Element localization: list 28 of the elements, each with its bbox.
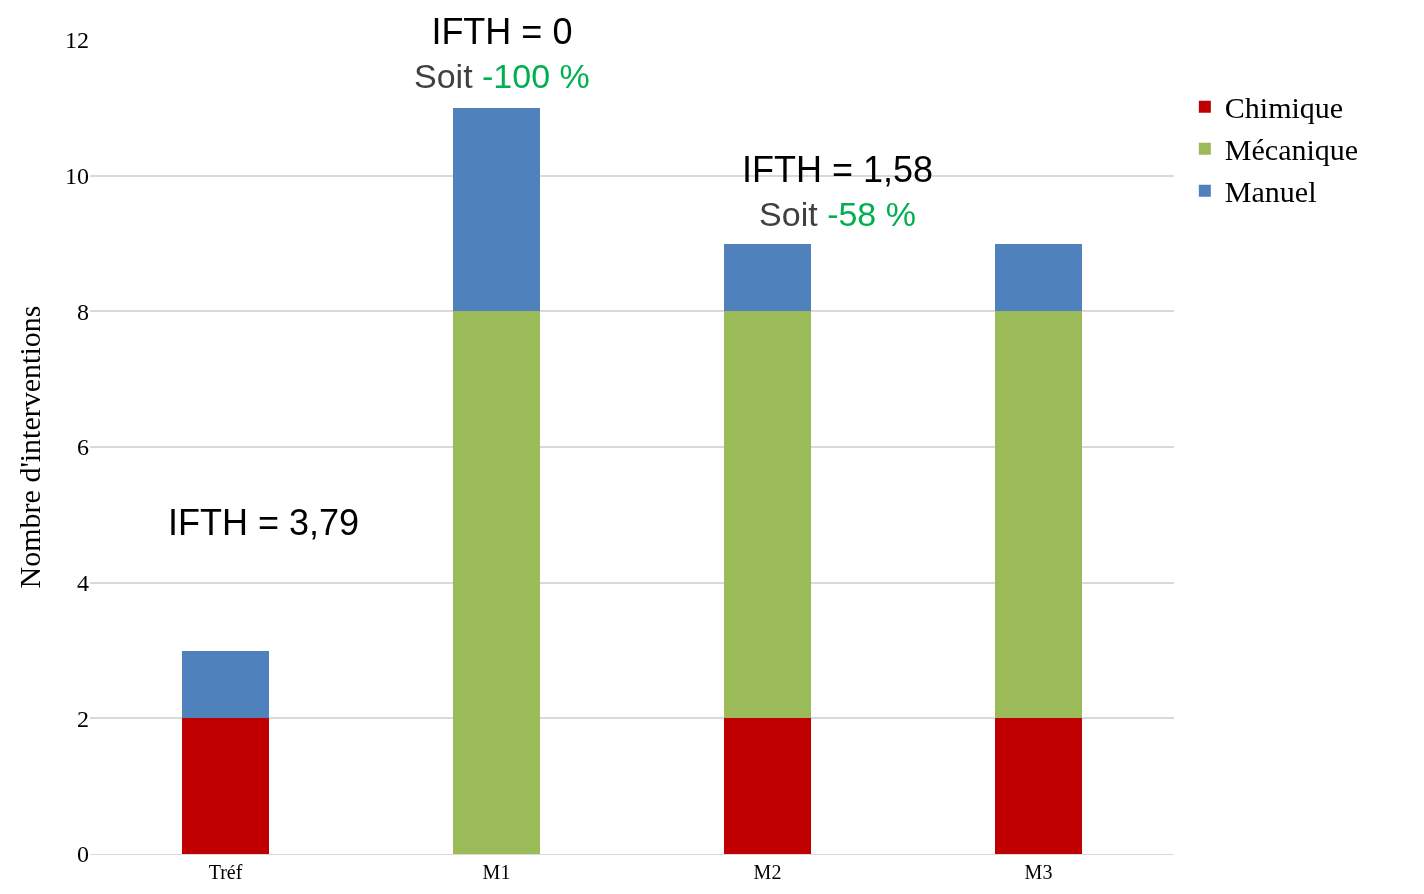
annotation: IFTH = 3,79	[168, 502, 360, 543]
legend-label: Mécanique	[1224, 133, 1359, 167]
legend-label: Manuel	[1224, 175, 1317, 209]
y-axis-title: Nombre d'interventions	[13, 305, 46, 589]
bar	[182, 718, 269, 854]
legend-label: Chimique	[1224, 91, 1344, 125]
bar	[453, 107, 540, 312]
bar	[995, 243, 1082, 312]
x-tick-label: M2	[753, 861, 782, 883]
y-tick-label: 4	[77, 570, 89, 597]
bar	[724, 718, 811, 854]
bar	[724, 243, 811, 312]
y-tick-label: 0	[77, 841, 89, 868]
x-tick-label: Tréf	[208, 861, 243, 883]
bar	[724, 311, 811, 719]
annotation: IFTH = 0 Soit -100 %	[414, 11, 590, 96]
y-tick-label: 10	[65, 163, 89, 190]
bar	[995, 718, 1082, 854]
bar	[453, 311, 540, 854]
y-tick-label: 6	[77, 434, 89, 461]
x-tick-label: M3	[1024, 861, 1053, 883]
annotation: IFTH = 1,58 Soit -58 %	[742, 149, 934, 234]
y-tick-label: 12	[65, 27, 89, 54]
y-tick-label: 2	[77, 705, 89, 732]
x-tick-label: M1	[482, 861, 511, 883]
bar	[182, 650, 269, 719]
bar	[995, 311, 1082, 719]
y-tick-label: 8	[77, 298, 89, 325]
